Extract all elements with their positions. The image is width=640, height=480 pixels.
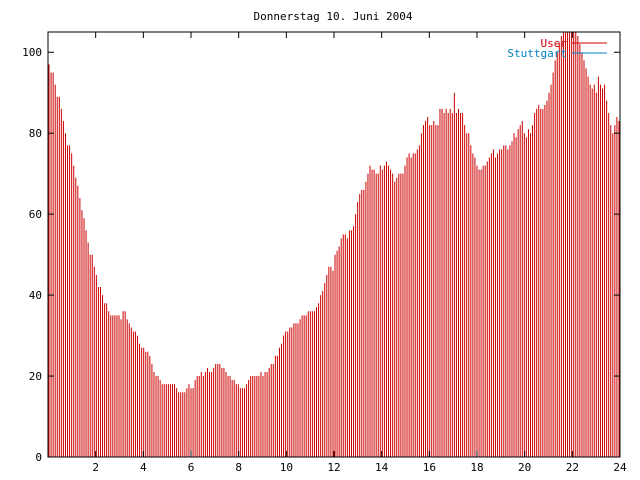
x-tick-label: 4 (140, 461, 147, 474)
x-tick-label: 24 (613, 461, 627, 474)
y-tick-label: 100 (22, 46, 42, 59)
x-tick-label: 20 (518, 461, 531, 474)
x-tick-label: 12 (327, 461, 340, 474)
x-tick-label: 22 (566, 461, 579, 474)
legend-label-stuttgart: Stuttgart (507, 47, 567, 60)
legend-label-user: User (541, 37, 568, 50)
bars-group (48, 32, 620, 457)
y-tick-label: 20 (29, 370, 42, 383)
x-tick-label: 6 (188, 461, 195, 474)
y-tick-label: 40 (29, 289, 42, 302)
y-tick-label: 60 (29, 208, 42, 221)
y-tick-label: 80 (29, 127, 42, 140)
x-tick-label: 8 (235, 461, 242, 474)
x-tick-label: 14 (375, 461, 389, 474)
y-tick-label: 0 (35, 451, 42, 464)
x-tick-label: 10 (280, 461, 293, 474)
chart-title: Donnerstag 10. Juni 2004 (254, 10, 413, 23)
legend: User Stuttgart (507, 37, 607, 60)
x-tick-label: 18 (470, 461, 483, 474)
x-tick-label: 16 (423, 461, 436, 474)
x-tick-label: 2 (92, 461, 99, 474)
